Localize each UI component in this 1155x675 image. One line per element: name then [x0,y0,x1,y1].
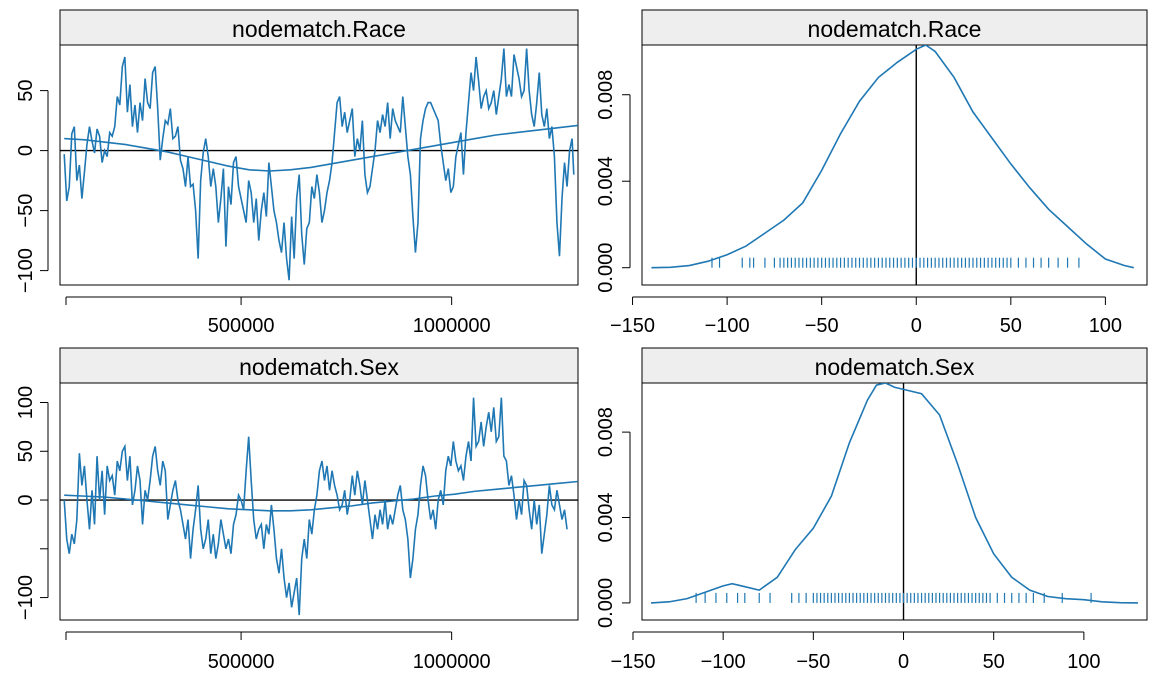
y-tick-label: 0.008 [595,70,617,120]
x-tick-label: 50 [1000,315,1022,337]
plot-data [60,48,578,281]
smooth-trend-line [64,124,578,172]
x-tick-label: −50 [805,315,839,337]
y-tick-label: 0.000 [595,243,617,293]
x-tick-label: 100 [1089,315,1122,337]
y-tick-label: 0.008 [595,407,617,457]
x-tick-label: −100 [705,315,750,337]
plot-frame [59,382,579,621]
plot-data [650,383,1138,620]
panel-3: nodematch.Sex 500000 1000000 −100 0 50 100 [15,347,579,673]
x-tick-label: −100 [701,651,746,673]
plot-data [60,397,578,616]
y-tick-label: 0.004 [595,492,617,542]
y-tick-label: 50 [15,440,37,462]
trace-series-line [63,397,568,616]
x-tick-label: 50 [983,651,1005,673]
x-tick-label: 1000000 [413,651,491,673]
panel-title: nodematch.Race [232,16,406,42]
panel-title: nodematch.Sex [239,354,399,380]
x-tick-label: −50 [796,651,830,673]
density-curve [651,45,1134,269]
x-tick-label: 500000 [208,651,275,673]
panel-1: nodematch.Race 500000 1000000 −100 −50 0 50 [15,9,579,337]
panel-strip [59,9,579,46]
y-tick-label: 100 [15,386,37,419]
plot-frame [641,44,1148,286]
x-tick-label: 0 [911,315,922,337]
x-tick-label: −150 [610,315,655,337]
y-tick-label: 0.004 [595,156,617,206]
trace-series-line [63,48,575,281]
plot-frame [59,44,579,286]
panel-strip [641,347,1148,384]
y-tick-label: −100 [15,248,37,293]
y-tick-label: 0 [15,145,37,156]
y-tick-label: 0.000 [595,578,617,628]
plot-data [651,45,1134,285]
y-tick-label: 0 [15,494,37,505]
y-tick-label: −50 [15,194,37,228]
x-tick-label: 1000000 [413,315,491,337]
panel-title: nodematch.Sex [815,354,975,380]
panel-4: nodematch.Sex −150 −100 −50 0 50 100 0.000 0.004… [595,347,1148,673]
x-tick-label: −150 [610,651,655,673]
x-tick-label: 0 [898,651,909,673]
panel-2: nodematch.Race −150 −100 −50 0 50 100 0.000 0.00… [595,9,1148,337]
panel-title: nodematch.Race [808,16,982,42]
y-tick-label: 50 [15,79,37,101]
smooth-trend-line [64,480,578,512]
plot-frame [641,382,1148,621]
x-tick-label: 500000 [208,315,275,337]
y-tick-label: −100 [15,575,37,620]
panel-strip [59,347,579,384]
density-curve [650,383,1138,604]
x-tick-label: 100 [1067,651,1100,673]
